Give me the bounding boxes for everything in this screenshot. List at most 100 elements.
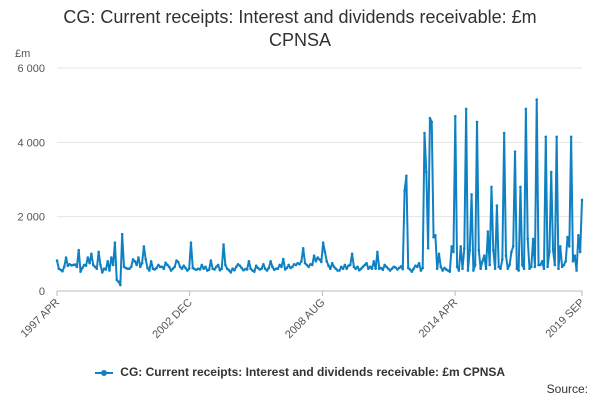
- data-point[interactable]: [430, 120, 434, 124]
- data-point[interactable]: [450, 245, 453, 248]
- data-point[interactable]: [269, 259, 272, 263]
- data-point[interactable]: [160, 265, 164, 269]
- data-point[interactable]: [537, 263, 540, 267]
- data-point[interactable]: [260, 267, 263, 271]
- data-point[interactable]: [461, 267, 464, 271]
- data-point[interactable]: [115, 278, 119, 282]
- data-point[interactable]: [137, 256, 140, 259]
- data-point[interactable]: [477, 248, 481, 252]
- data-point[interactable]: [412, 267, 415, 271]
- data-point[interactable]: [262, 262, 265, 266]
- data-point[interactable]: [285, 266, 289, 270]
- data-point[interactable]: [403, 189, 406, 192]
- data-point[interactable]: [224, 263, 227, 267]
- data-point[interactable]: [339, 265, 343, 269]
- data-point[interactable]: [90, 252, 93, 256]
- data-point[interactable]: [254, 264, 258, 268]
- data-point[interactable]: [110, 256, 113, 259]
- data-point[interactable]: [222, 243, 225, 246]
- data-point[interactable]: [249, 267, 253, 271]
- data-point[interactable]: [298, 262, 301, 266]
- data-point[interactable]: [198, 268, 202, 271]
- data-point[interactable]: [291, 265, 294, 269]
- data-point[interactable]: [276, 267, 280, 271]
- data-point[interactable]: [372, 259, 376, 263]
- data-point[interactable]: [383, 263, 386, 267]
- data-point[interactable]: [546, 265, 549, 269]
- data-point[interactable]: [329, 267, 332, 271]
- data-point[interactable]: [490, 185, 493, 189]
- data-point[interactable]: [415, 265, 419, 269]
- data-point[interactable]: [263, 267, 267, 271]
- data-point[interactable]: [481, 259, 484, 263]
- data-point[interactable]: [343, 263, 347, 267]
- data-point[interactable]: [265, 269, 269, 272]
- data-point[interactable]: [182, 264, 186, 268]
- data-point[interactable]: [486, 230, 490, 233]
- data-point[interactable]: [504, 254, 508, 257]
- data-point[interactable]: [459, 245, 463, 248]
- data-point[interactable]: [253, 270, 256, 273]
- data-point[interactable]: [435, 267, 439, 271]
- data-point[interactable]: [501, 258, 504, 261]
- data-point[interactable]: [573, 254, 577, 257]
- data-point[interactable]: [75, 265, 79, 269]
- data-point[interactable]: [215, 265, 218, 269]
- data-point[interactable]: [381, 268, 385, 272]
- data-point[interactable]: [488, 263, 491, 267]
- data-point[interactable]: [526, 237, 529, 241]
- data-point[interactable]: [216, 263, 220, 267]
- data-point[interactable]: [359, 267, 363, 271]
- data-point[interactable]: [348, 263, 352, 267]
- data-point[interactable]: [148, 269, 151, 272]
- data-point[interactable]: [356, 265, 359, 269]
- data-point[interactable]: [218, 268, 222, 272]
- data-point[interactable]: [473, 263, 477, 267]
- data-point[interactable]: [405, 174, 408, 178]
- data-point[interactable]: [128, 267, 131, 271]
- data-point[interactable]: [166, 263, 169, 267]
- data-point[interactable]: [533, 265, 537, 269]
- data-point[interactable]: [365, 261, 368, 265]
- data-point[interactable]: [287, 263, 291, 267]
- data-point[interactable]: [158, 265, 162, 269]
- data-point[interactable]: [77, 248, 81, 252]
- data-point[interactable]: [213, 268, 216, 271]
- data-point[interactable]: [379, 266, 383, 270]
- data-point[interactable]: [544, 135, 548, 139]
- data-point[interactable]: [231, 267, 234, 271]
- data-point[interactable]: [126, 267, 129, 271]
- data-point[interactable]: [396, 268, 399, 271]
- data-point[interactable]: [144, 258, 148, 261]
- data-point[interactable]: [468, 248, 472, 252]
- data-point[interactable]: [453, 115, 457, 118]
- data-point[interactable]: [281, 257, 285, 261]
- data-point[interactable]: [493, 267, 497, 271]
- data-point[interactable]: [227, 268, 231, 272]
- data-point[interactable]: [267, 266, 271, 270]
- data-point[interactable]: [557, 267, 560, 271]
- data-point[interactable]: [410, 270, 414, 273]
- data-point[interactable]: [300, 259, 303, 263]
- data-point[interactable]: [423, 131, 426, 135]
- data-point[interactable]: [73, 263, 77, 266]
- data-point[interactable]: [549, 170, 553, 174]
- data-point[interactable]: [187, 267, 191, 271]
- data-point[interactable]: [417, 261, 421, 265]
- data-point[interactable]: [142, 245, 146, 248]
- data-point[interactable]: [510, 250, 513, 254]
- data-point[interactable]: [553, 263, 557, 267]
- data-point[interactable]: [186, 269, 189, 272]
- data-point[interactable]: [513, 150, 517, 153]
- data-point[interactable]: [131, 258, 135, 261]
- data-point[interactable]: [508, 263, 511, 267]
- data-point[interactable]: [88, 261, 91, 265]
- data-point[interactable]: [184, 266, 187, 270]
- data-point[interactable]: [133, 259, 137, 263]
- data-point[interactable]: [361, 265, 365, 269]
- data-point[interactable]: [209, 259, 213, 262]
- data-point[interactable]: [368, 265, 372, 269]
- data-point[interactable]: [129, 265, 133, 269]
- data-point[interactable]: [432, 235, 435, 239]
- data-point[interactable]: [312, 254, 316, 257]
